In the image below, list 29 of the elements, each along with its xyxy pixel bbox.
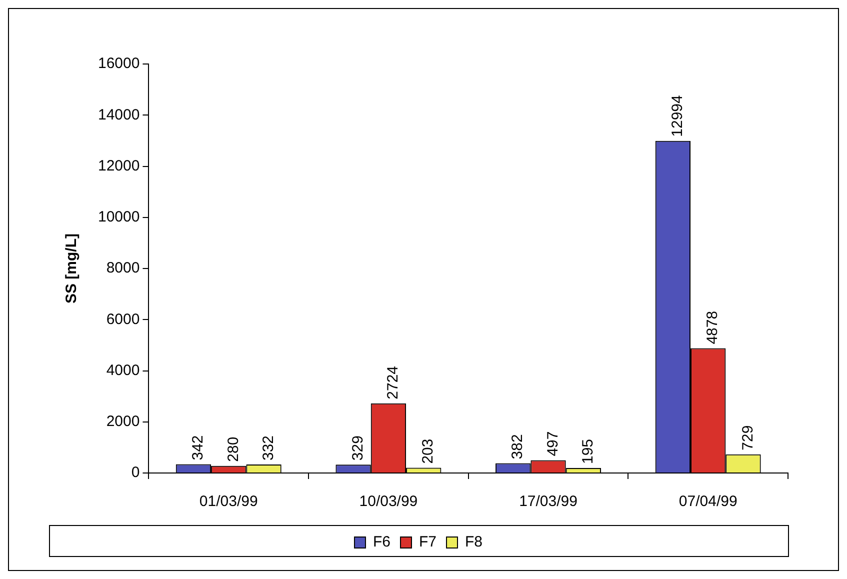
y-tick-label: 8000	[106, 260, 140, 277]
data-label: 203	[420, 438, 437, 464]
data-label: 382	[509, 434, 526, 460]
y-tick-label: 4000	[106, 362, 140, 379]
x-tick-label: 01/03/99	[199, 493, 258, 510]
x-tick-label: 07/04/99	[678, 493, 738, 510]
x-tick-label: 17/03/99	[519, 493, 578, 510]
x-tick-label: 10/03/99	[359, 493, 418, 510]
y-axis-title: SS [mg/L]	[63, 234, 80, 304]
data-label: 280	[224, 436, 242, 462]
data-label: 342	[190, 435, 207, 460]
data-label: 729	[739, 425, 756, 450]
y-tick-label: 14000	[98, 106, 140, 124]
data-label: 4878	[704, 310, 722, 344]
y-tick-label: 16000	[98, 55, 140, 72]
data-label: 329	[349, 436, 366, 461]
y-tick-label: 6000	[106, 310, 140, 328]
y-tick-label: 2000	[106, 413, 140, 430]
y-tick-label: 10000	[98, 208, 140, 226]
y-tick-label: 12000	[98, 157, 140, 174]
data-label: 497	[544, 431, 562, 456]
y-tick-label: 0	[131, 464, 140, 482]
data-label: 332	[260, 435, 277, 461]
legend-label: F6	[372, 534, 391, 551]
data-label: 12994	[669, 95, 686, 137]
legend-label: F7	[419, 534, 437, 551]
data-label: 195	[580, 438, 597, 464]
data-label: 2724	[384, 366, 402, 400]
legend-label: F8	[465, 534, 483, 551]
